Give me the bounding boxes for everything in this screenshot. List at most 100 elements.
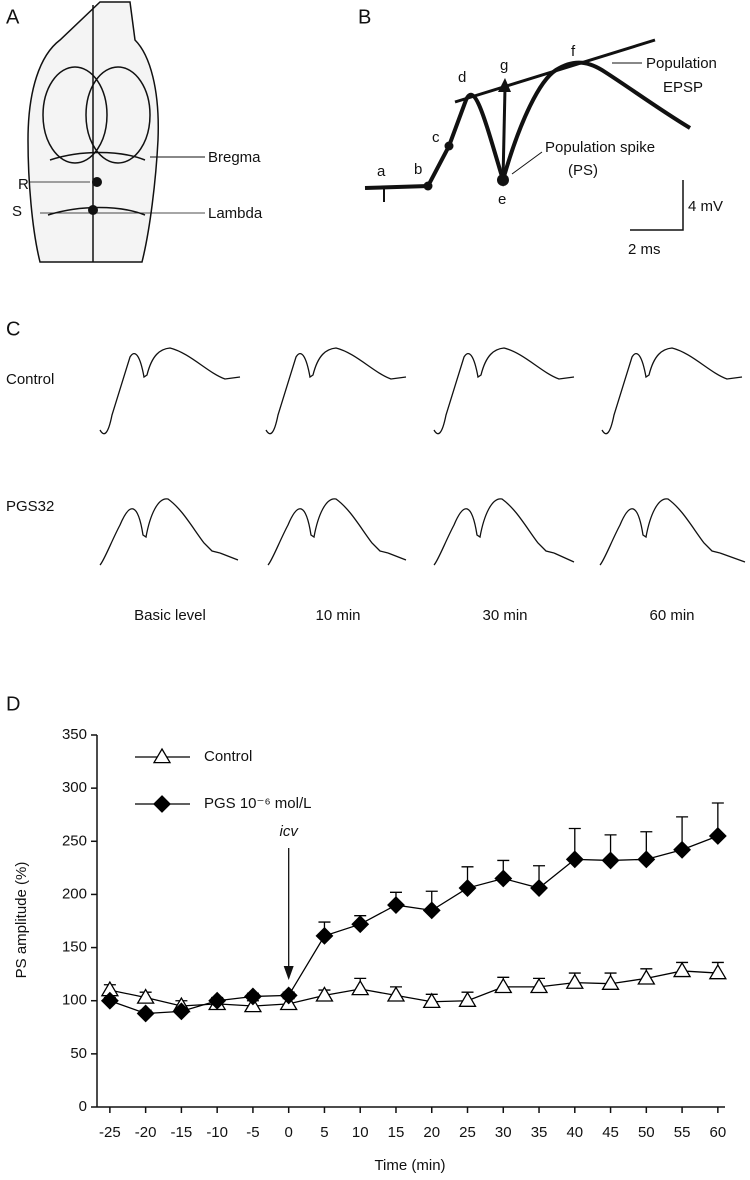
x-tick-label: -20 [135,1124,157,1141]
column-label: 60 min [649,607,694,624]
column-label: 30 min [482,607,527,624]
row-label: PGS32 [6,498,54,515]
site-s [88,205,98,215]
point-label: e [498,191,506,208]
epsp-trace [364,60,692,190]
point [497,174,509,186]
panel-label: A [6,6,20,28]
x-tick-label: 30 [495,1124,512,1141]
epsp-label: Population [646,55,717,72]
data-point [708,963,727,980]
y-tick-label: 100 [62,992,87,1009]
s-label: S [12,203,22,220]
x-tick-label: 15 [388,1124,405,1141]
point-label: f [571,43,576,60]
data-point [672,961,692,978]
y-tick-label: 50 [70,1045,87,1062]
data-point [136,1004,155,1023]
data-point [244,987,262,1006]
x-tick-label: 50 [638,1124,655,1141]
data-point [315,986,334,1002]
data-point [208,991,227,1010]
point-label: d [458,69,466,86]
scale-bar [630,180,684,231]
point [444,141,454,151]
arrow-head [498,78,511,92]
bregma-label: Bregma [208,149,261,166]
traces [99,347,746,566]
data-point [351,979,370,996]
x-tick-label: 25 [459,1124,476,1141]
x-tick-label: 20 [423,1124,440,1141]
data-point [172,1002,191,1021]
point-label: c [432,129,440,146]
data-point [708,827,727,845]
point [423,181,433,191]
panel-label: C [6,318,20,340]
series-line [109,835,719,1015]
pointer [511,151,543,175]
x-axis-label: Time (min) [374,1157,445,1174]
data-point [601,974,620,990]
annotation: icv [280,823,300,840]
data-point [494,869,513,888]
data-point [458,991,477,1007]
x-tick-label: 5 [320,1124,328,1141]
x-tick-label: 40 [566,1124,583,1141]
ps-label: (PS) [568,162,598,179]
data-point [458,879,477,897]
x-tick-label: 35 [531,1124,548,1141]
y-tick-label: 300 [62,779,87,796]
point-label: b [414,161,422,178]
data-point [387,896,405,914]
data-point [637,969,656,985]
data-point [100,991,119,1010]
arrow [501,87,507,181]
row-label: Control [6,371,54,388]
x-tick-label: -10 [206,1124,228,1141]
y-tick-label: 150 [62,939,87,956]
y-axis-label: PS amplitude (%) [13,862,30,979]
legend-marker [153,795,171,813]
y-tick-label: 350 [62,726,87,743]
y-tick-label: 200 [62,885,87,902]
site-r [92,177,102,187]
ps-label: Population spike [545,139,655,156]
panel-label: D [6,693,20,715]
x-tick-label: 10 [352,1124,369,1141]
scale-label: 4 mV [688,198,723,215]
data-point [422,901,441,920]
legend-label: Control [204,748,252,765]
tangent [454,38,656,104]
x-tick-label: 55 [674,1124,691,1141]
x-tick-label: -5 [246,1124,259,1141]
legend-marker [152,747,172,764]
series-line [109,970,718,1007]
skull [27,1,160,263]
legend-label: PGS 10⁻⁶ mol/L [204,795,311,812]
x-tick-label: -25 [99,1124,121,1141]
column-label: 10 min [315,607,360,624]
annotation-arrow-head [283,966,294,980]
y-tick-label: 0 [79,1098,87,1115]
point-label: g [500,57,508,74]
column-label: Basic level [134,607,206,624]
epsp-label: EPSP [663,79,703,96]
data-point [565,850,584,869]
data-point [315,926,334,945]
x-tick-label: 0 [285,1124,293,1141]
r-label: R [18,176,29,193]
data-point [136,988,155,1004]
x-tick-label: 60 [710,1124,727,1141]
data-point [530,879,548,897]
lambda-label: Lambda [208,205,263,222]
data-point [601,851,620,870]
x-tick-label: -15 [171,1124,193,1141]
data-point [386,986,406,1002]
point-label: a [377,163,386,180]
data-point [494,977,513,994]
data-point [529,977,549,994]
data-point [637,850,656,869]
data-point [565,973,584,989]
